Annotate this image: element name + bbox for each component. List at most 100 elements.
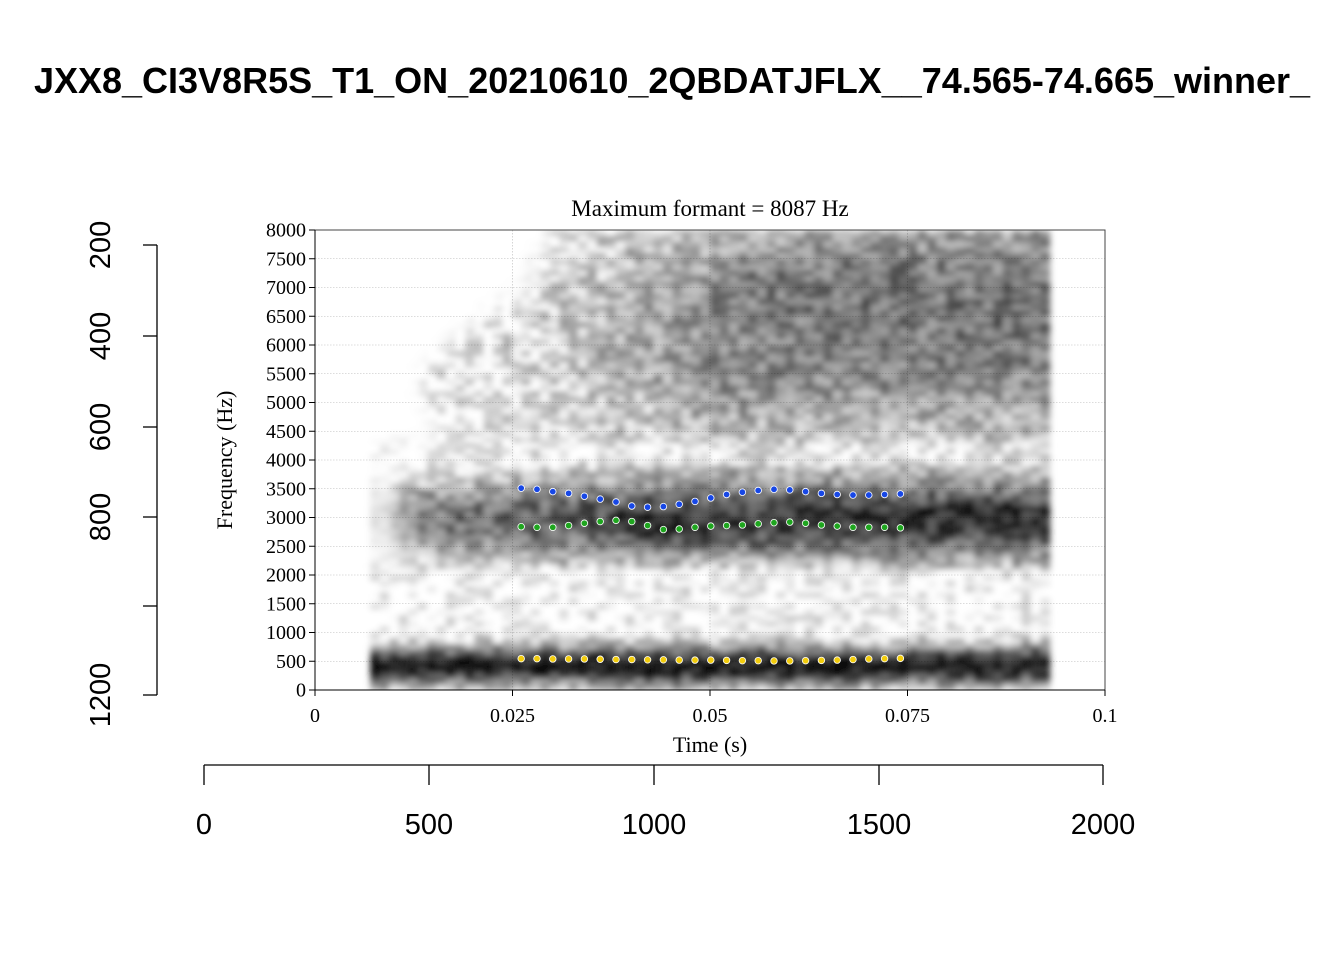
formant-point — [549, 655, 557, 663]
y-tick-label: 2000 — [266, 565, 306, 587]
outer-x-axis: 0 500 1000 1500 2000 — [196, 764, 1136, 841]
formant-point — [596, 495, 604, 503]
y-tick-label: 500 — [276, 651, 306, 673]
y-axis: 0 500 1000 1500 2000 2500 3000 3500 4000 4500 5000… — [266, 220, 316, 702]
formant-point — [659, 502, 668, 511]
outer-y-tick-label: 200 — [85, 221, 117, 269]
outer-y-tick-label: 800 — [85, 493, 117, 541]
formant-point — [549, 487, 557, 496]
formant-point — [786, 486, 794, 494]
formant-point — [817, 656, 826, 665]
formant-point — [754, 520, 762, 528]
y-tick-label: 1500 — [266, 593, 306, 615]
formant-point — [801, 487, 810, 496]
formant-point — [722, 656, 731, 665]
outer-x-tick-label: 500 — [405, 809, 453, 841]
formant-point — [707, 522, 715, 530]
formant-point — [865, 491, 873, 499]
formant-point — [849, 491, 857, 499]
formant-point — [754, 656, 762, 665]
y-tick-label: 6000 — [266, 335, 306, 357]
formant-point — [596, 517, 604, 526]
formant-point — [880, 490, 889, 499]
formant-point — [770, 485, 778, 494]
formant-point — [628, 502, 636, 510]
formant-point — [533, 485, 541, 494]
x-tick-label: 0.1 — [1093, 705, 1118, 727]
formant-point — [801, 656, 810, 665]
spectrogram-fade — [350, 230, 546, 570]
formant-series — [517, 654, 905, 665]
formant-point — [517, 654, 525, 663]
x-tick-label: 0.05 — [693, 705, 728, 727]
y-tick-label: 5000 — [266, 392, 306, 414]
formant-point — [549, 523, 557, 531]
x-axis: 0 0.025 0.05 0.075 0.1 — [310, 689, 1118, 727]
outer-y-axis: 200 400 600 800 1200 — [85, 221, 158, 728]
formant-point — [722, 521, 731, 530]
formant-point — [707, 656, 715, 664]
formant-point — [786, 657, 794, 665]
formant-point — [801, 519, 810, 527]
formant-point — [643, 656, 652, 664]
x-axis-label: Time (s) — [673, 732, 747, 757]
x-tick-label: 0.025 — [490, 705, 535, 727]
y-tick-label: 4500 — [266, 421, 306, 443]
outer-y-tick-label: 600 — [85, 403, 117, 451]
x-tick-label: 0.075 — [885, 705, 930, 727]
outer-x-tick-label: 0 — [196, 809, 212, 841]
formant-point — [517, 523, 525, 531]
formant-point — [612, 498, 620, 506]
y-tick-label: 6500 — [266, 306, 306, 328]
formant-point — [880, 654, 889, 663]
x-tick-label: 0 — [310, 705, 320, 727]
y-tick-label: 8000 — [266, 220, 306, 242]
formant-point — [643, 521, 652, 530]
formant-point — [564, 489, 573, 498]
outer-y-tick-label: 1200 — [85, 663, 117, 728]
formant-point — [849, 523, 857, 531]
formant-point — [643, 503, 652, 511]
formant-point — [707, 494, 715, 502]
outer-x-tick-label: 2000 — [1071, 809, 1136, 841]
formant-point — [596, 655, 604, 663]
y-axis-label: Frequency (Hz) — [212, 391, 237, 530]
formant-point — [896, 654, 905, 663]
formant-point — [580, 655, 589, 663]
y-tick-label: 3500 — [266, 478, 306, 500]
formant-point — [770, 518, 778, 527]
y-tick-label: 3000 — [266, 507, 306, 529]
formant-point — [833, 656, 841, 664]
y-tick-label: 1000 — [266, 622, 306, 644]
formant-point — [675, 500, 683, 508]
formant-point — [517, 484, 525, 492]
y-tick-label: 2500 — [266, 536, 306, 558]
y-tick-label: 7500 — [266, 248, 306, 270]
formant-point — [564, 521, 573, 530]
formant-point — [849, 655, 857, 664]
formant-point — [533, 523, 541, 531]
figure-title: JXX8_CI3V8R5S_T1_ON_20210610_2QBDATJFLX_… — [34, 60, 1311, 101]
formant-point — [896, 490, 905, 498]
y-tick-label: 0 — [296, 680, 306, 702]
formant-point — [691, 656, 699, 664]
formant-point — [833, 522, 841, 530]
formant-point — [675, 656, 683, 664]
outer-x-tick-label: 1500 — [847, 809, 912, 841]
formant-point — [659, 525, 668, 534]
formant-point — [896, 524, 905, 532]
plot-title: Maximum formant = 8087 Hz — [571, 196, 848, 221]
y-tick-label: 7000 — [266, 277, 306, 299]
formant-point — [533, 654, 541, 663]
formant-point — [786, 518, 794, 526]
y-tick-label: 5500 — [266, 363, 306, 385]
formant-point — [675, 525, 683, 533]
spectrogram — [350, 230, 1051, 690]
formant-point — [754, 486, 762, 495]
formant-series — [517, 484, 905, 511]
formant-point — [691, 497, 699, 506]
formant-point — [833, 490, 841, 499]
formant-point — [612, 655, 620, 664]
formant-point — [691, 523, 699, 531]
